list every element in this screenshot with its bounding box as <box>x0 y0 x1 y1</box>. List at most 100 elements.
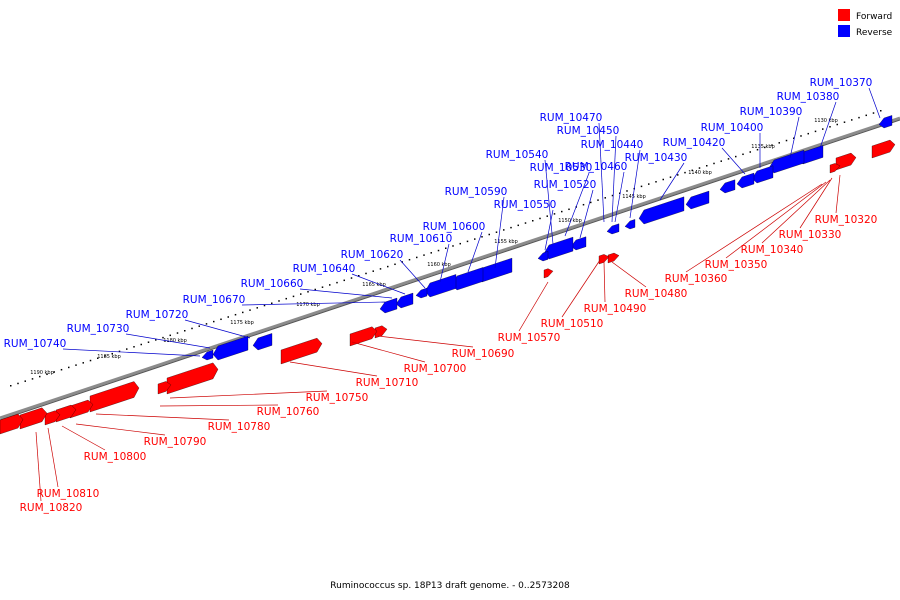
reverse-leader-line <box>299 288 393 299</box>
reverse-gene-block <box>736 172 755 189</box>
track-dot <box>843 121 846 123</box>
scale-track: 1130 kbp 1135 kbp 1140 kbp 1145 kbp 1150 kbp… <box>10 110 882 387</box>
track-dot <box>742 153 744 156</box>
reverse-gene-label: RUM_10730 <box>67 323 130 335</box>
track-dot <box>416 256 418 259</box>
reverse-gene-label: RUM_10400 <box>701 122 764 134</box>
track-dot <box>539 217 541 220</box>
track-dot <box>147 341 150 343</box>
reverse-leader-line <box>494 196 505 269</box>
reverse-gene-block <box>543 236 574 260</box>
track-dot <box>481 236 483 238</box>
scale-tick-label: 1190 kbp <box>30 370 54 376</box>
track-dot <box>126 348 128 350</box>
reverse-leader-line <box>399 259 426 289</box>
forward-gene-label: RUM_10790 <box>144 436 207 448</box>
forward-leader-line <box>611 261 647 288</box>
track-dot <box>205 323 208 325</box>
forward-leader-line <box>685 183 823 273</box>
reverse-gene-block <box>379 297 398 314</box>
track-dot <box>466 240 469 243</box>
track-dot <box>488 233 490 236</box>
reverse-leader-line <box>544 209 554 251</box>
track-dot <box>865 114 867 117</box>
forward-leader-line <box>351 341 426 363</box>
track-dot <box>648 183 650 185</box>
legend-forward-swatch <box>838 9 850 21</box>
track-dot <box>118 350 121 353</box>
forward-leader-line <box>75 423 166 436</box>
track-dot <box>104 355 106 357</box>
reverse-leader-line <box>241 301 386 306</box>
track-dot <box>691 169 693 172</box>
track-dot <box>604 197 606 199</box>
reverse-gene-block <box>424 274 457 298</box>
track-dot <box>851 119 853 121</box>
forward-gene-block <box>55 404 77 423</box>
track-dot <box>314 288 316 291</box>
reverse-gene-label: RUM_10530 <box>530 162 593 174</box>
track-dot <box>227 316 229 318</box>
backbone-shadow <box>0 119 900 421</box>
forward-gene-block <box>374 325 388 339</box>
track-dot <box>793 137 795 139</box>
track-dot <box>162 336 164 339</box>
track-dot <box>358 275 360 277</box>
track-dot <box>387 265 389 268</box>
forward-leader-line <box>159 404 279 407</box>
track-dot <box>553 213 556 215</box>
reverse-leader-line <box>598 122 605 223</box>
reverse-gene-label: RUM_10740 <box>4 338 67 350</box>
reverse-gene-label: RUM_10390 <box>740 106 803 118</box>
reverse-gene-label: RUM_10380 <box>777 91 840 103</box>
forward-gene-label: RUM_10780 <box>208 421 271 433</box>
reverse-gene-label: RUM_10460 <box>565 161 628 173</box>
genome-backbone <box>0 116 900 421</box>
track-dot <box>655 181 657 183</box>
track-dot <box>706 165 708 167</box>
reverse-gene-label: RUM_10370 <box>810 77 873 89</box>
track-dot <box>111 352 113 355</box>
forward-gene-block <box>598 254 610 265</box>
track-dot <box>532 220 534 222</box>
track-dot <box>423 254 425 256</box>
reverse-leader-line <box>819 101 837 149</box>
reverse-gene-block <box>415 287 428 299</box>
forward-gene-block <box>871 139 896 159</box>
track-dot <box>372 270 374 272</box>
reverse-leader-line <box>629 149 641 219</box>
reverse-leader-line <box>721 147 746 175</box>
forward-leader-line <box>47 427 59 488</box>
reverse-gene-label: RUM_10620 <box>341 249 404 261</box>
forward-gene-block <box>44 410 61 426</box>
reverse-gene-label: RUM_10660 <box>241 278 304 290</box>
forward-gene-label: RUM_10800 <box>84 451 147 463</box>
forward-gene-block <box>89 381 140 413</box>
reverse-gene-label: RUM_10440 <box>581 139 644 151</box>
reverse-gene-block <box>537 251 549 262</box>
track-dot <box>778 142 780 144</box>
track-dot <box>735 155 737 158</box>
scale-tick-label: 1140 kbp <box>688 170 712 176</box>
reverse-gene-block <box>570 236 587 251</box>
track-dot <box>60 368 63 371</box>
forward-gene-block <box>166 362 219 395</box>
track-dot <box>807 132 809 135</box>
track-dot <box>17 382 19 385</box>
forward-gene-label: RUM_10480 <box>625 288 688 300</box>
track-dot <box>713 162 715 165</box>
legend-reverse-swatch <box>838 25 850 37</box>
reverse-gene-label: RUM_10420 <box>663 137 726 149</box>
forward-gene-block <box>543 268 554 279</box>
reverse-gene-label: RUM_10470 <box>540 112 603 124</box>
track-dot <box>242 311 244 314</box>
reverse-gene-label: RUM_10430 <box>625 152 688 164</box>
track-dot <box>343 279 345 282</box>
track-dot <box>300 293 302 295</box>
track-dot <box>198 325 200 327</box>
track-dot <box>800 135 802 137</box>
reverse-gene-label: RUM_10720 <box>126 309 189 321</box>
track-dot <box>89 359 92 362</box>
gene-labels: RUM_10370 RUM_10380 RUM_10390 RUM_10400 RUM_… <box>4 77 878 514</box>
reverse-gene-label: RUM_10540 <box>486 149 549 161</box>
